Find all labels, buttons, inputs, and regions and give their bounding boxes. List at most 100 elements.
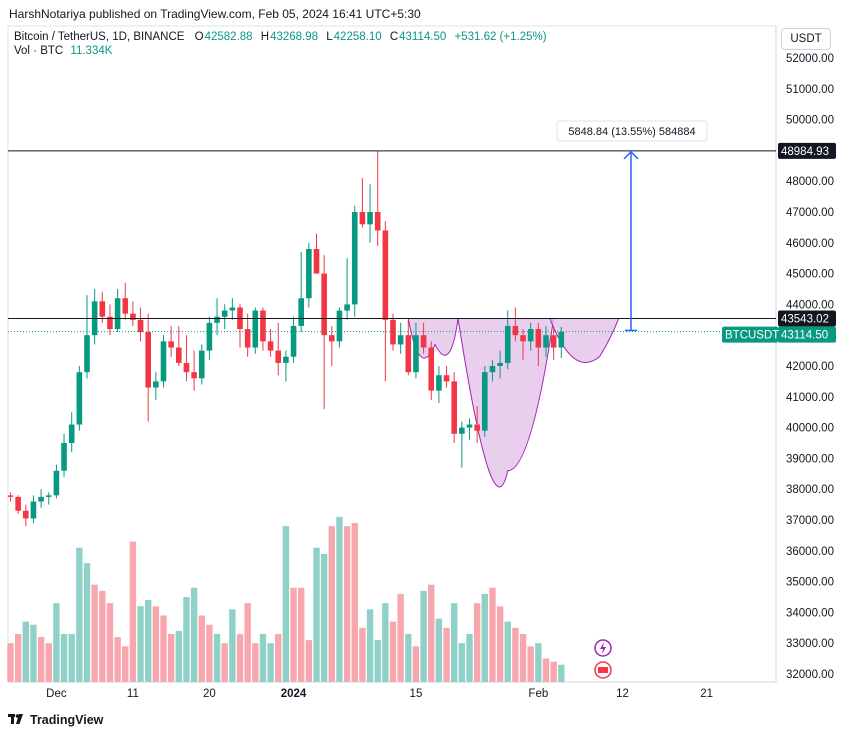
candle-body[interactable]: [244, 329, 251, 348]
candle-body[interactable]: [107, 316, 113, 330]
volume-bar: [412, 646, 420, 682]
volume-bar: [351, 523, 358, 682]
candle-body[interactable]: [221, 310, 228, 317]
candle-body[interactable]: [482, 372, 488, 431]
candle-body[interactable]: [198, 350, 205, 379]
symbol-price-tag: BTCUSDT: [725, 330, 779, 342]
candle-body[interactable]: [459, 427, 465, 434]
candle-body[interactable]: [7, 495, 14, 497]
candle-body[interactable]: [344, 304, 350, 311]
candle-body[interactable]: [535, 329, 542, 348]
candle-body[interactable]: [489, 366, 496, 373]
candle-body[interactable]: [99, 301, 106, 317]
volume-bar: [489, 587, 496, 682]
candle-body[interactable]: [38, 496, 44, 502]
volume-bar: [512, 627, 519, 682]
candle-body[interactable]: [474, 424, 480, 431]
price-tick-label: 44000.00: [786, 299, 834, 311]
candle-body[interactable]: [191, 372, 197, 379]
candle-body[interactable]: [451, 381, 457, 434]
candle-body[interactable]: [428, 347, 435, 391]
volume-bar: [76, 547, 83, 682]
candle-body[interactable]: [306, 248, 312, 299]
candle-body[interactable]: [183, 362, 190, 373]
candle-body[interactable]: [122, 298, 129, 314]
candle-body[interactable]: [30, 501, 37, 519]
candle-body[interactable]: [206, 322, 213, 351]
candle-body[interactable]: [298, 298, 304, 326]
candle-body[interactable]: [527, 329, 534, 342]
candle-body[interactable]: [130, 313, 136, 320]
candle-body[interactable]: [23, 510, 29, 519]
candle-body[interactable]: [229, 307, 236, 311]
volume-value: 11.334K: [70, 45, 113, 57]
neck-level-price-tag: 43543.02: [781, 313, 829, 325]
candle-body[interactable]: [214, 316, 220, 323]
candle-body[interactable]: [336, 310, 343, 342]
candle-body[interactable]: [61, 443, 67, 471]
candle-body[interactable]: [260, 310, 266, 342]
volume-bar: [198, 615, 205, 682]
candle-body[interactable]: [413, 335, 419, 373]
candle-body[interactable]: [45, 495, 52, 497]
candle-body[interactable]: [68, 424, 75, 443]
volume-bar: [366, 609, 374, 682]
candle-body[interactable]: [497, 362, 503, 366]
time-tick-label: Feb: [528, 688, 548, 700]
candle-body[interactable]: [420, 335, 427, 348]
volume-bar: [336, 516, 343, 682]
price-tick-label: 41000.00: [786, 392, 834, 404]
symbol-tag-bg: [722, 326, 778, 343]
candle-body[interactable]: [550, 335, 557, 348]
candle-body[interactable]: [520, 335, 526, 342]
candle-body[interactable]: [267, 341, 274, 351]
volume-bar: [53, 603, 60, 682]
price-tick-label: 36000.00: [786, 546, 834, 558]
candle-body[interactable]: [466, 424, 473, 428]
candle-body[interactable]: [405, 335, 412, 373]
candle-body[interactable]: [252, 310, 259, 348]
candle-body[interactable]: [76, 372, 83, 425]
candle-body[interactable]: [397, 335, 404, 345]
candle-body[interactable]: [367, 212, 373, 225]
candle-body[interactable]: [275, 350, 282, 363]
candle-body[interactable]: [436, 375, 442, 391]
candle-body[interactable]: [176, 347, 182, 363]
candle-body[interactable]: [84, 335, 90, 373]
candle-body[interactable]: [145, 332, 151, 388]
volume-bar: [114, 637, 121, 682]
candle-body[interactable]: [382, 230, 389, 320]
candle-body[interactable]: [321, 273, 327, 336]
price-tick-label: 34000.00: [786, 607, 834, 619]
candle-body[interactable]: [53, 470, 60, 496]
open-label: O: [194, 31, 204, 43]
volume-bar: [343, 526, 351, 682]
candle-body[interactable]: [543, 335, 549, 348]
price-tick-label: 52000.00: [786, 53, 834, 65]
volume-bar: [389, 621, 397, 682]
candle-body[interactable]: [558, 331, 565, 348]
volume-bar: [30, 624, 37, 682]
candle-body[interactable]: [153, 381, 159, 388]
candle-body[interactable]: [443, 375, 450, 382]
candle-body[interactable]: [15, 496, 21, 511]
candle-body[interactable]: [160, 341, 167, 382]
candle-body[interactable]: [359, 212, 366, 225]
candle-body[interactable]: [137, 319, 144, 333]
currency-button[interactable]: USDT: [781, 28, 831, 50]
candle-body[interactable]: [168, 341, 174, 348]
candle-body[interactable]: [290, 325, 297, 357]
candle-body[interactable]: [504, 325, 511, 363]
candle-body[interactable]: [512, 325, 519, 336]
volume-bar: [83, 563, 91, 682]
candle-body[interactable]: [351, 212, 358, 305]
tradingview-logo[interactable]: TradingView: [8, 712, 103, 727]
candle-body[interactable]: [313, 248, 320, 274]
candle-body[interactable]: [374, 212, 381, 231]
candle-body[interactable]: [114, 298, 121, 330]
candle-body[interactable]: [283, 356, 289, 363]
volume-bar: [382, 603, 389, 682]
time-tick-label: 15: [410, 688, 423, 700]
candle-body[interactable]: [329, 335, 335, 342]
